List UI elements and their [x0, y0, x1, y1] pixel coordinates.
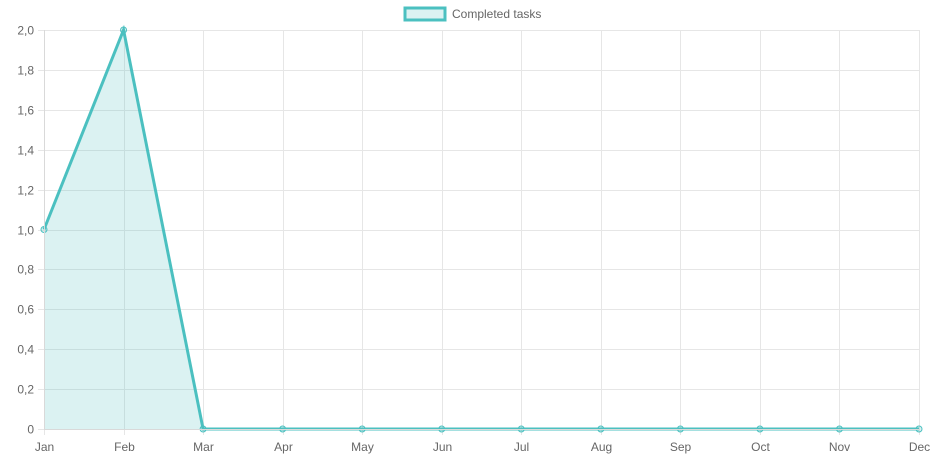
- legend[interactable]: Completed tasks: [403, 6, 541, 22]
- x-tick-label: May: [351, 440, 374, 454]
- y-tick-label: 0,2: [17, 383, 34, 397]
- y-tick-label: 0,6: [17, 303, 34, 317]
- series-area-fill: [44, 30, 919, 429]
- x-tick-label: Feb: [114, 440, 135, 454]
- y-tick-label: 0,4: [17, 343, 34, 357]
- y-tick-label: 1,0: [17, 224, 34, 238]
- legend-label[interactable]: Completed tasks: [452, 7, 541, 21]
- legend-swatch[interactable]: [403, 6, 447, 22]
- x-tick-label: Jul: [514, 440, 529, 454]
- x-tick-label: Dec: [909, 440, 930, 454]
- x-axis-ticks: Jan Feb Mar Apr May Jun Jul Aug Sep Oct Nov Dec: [35, 440, 930, 454]
- y-tick-label: 0,8: [17, 263, 34, 277]
- y-tick-label: 1,4: [17, 144, 34, 158]
- x-tick-label: Jan: [35, 440, 54, 454]
- y-tick-label: 1,8: [17, 64, 34, 78]
- series-area: [40, 24, 923, 433]
- x-tick-label: Jun: [433, 440, 452, 454]
- data-point[interactable]: [120, 26, 128, 34]
- x-tick-label: Apr: [274, 440, 293, 454]
- y-tick-label: 1,2: [17, 184, 34, 198]
- x-tick-label: Sep: [670, 440, 692, 454]
- axes: [44, 30, 919, 430]
- y-tick-label: 0: [27, 423, 34, 437]
- x-tick-label: Aug: [591, 440, 612, 454]
- y-tick-label: 2,0: [17, 24, 34, 38]
- x-tick-label: Mar: [193, 440, 214, 454]
- y-axis-ticks: 0 0,2 0,4 0,6 0,8 1,0 1,2 1,4 1,6 1,8 2,0: [17, 24, 34, 437]
- x-tick-label: Oct: [751, 440, 770, 454]
- x-tick-label: Nov: [829, 440, 850, 454]
- y-tick-label: 1,6: [17, 104, 34, 118]
